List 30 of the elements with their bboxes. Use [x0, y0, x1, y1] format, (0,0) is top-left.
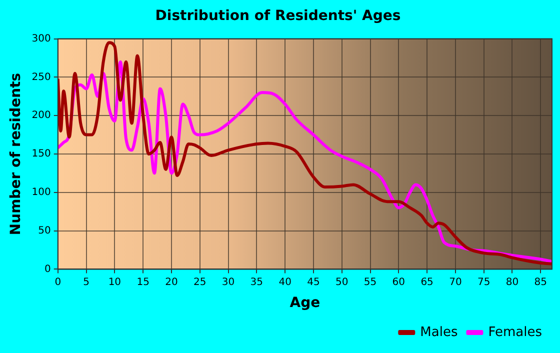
y-tick-label: 100: [32, 186, 51, 198]
x-tick-label: 0: [54, 276, 62, 288]
x-tick-label: 60: [392, 276, 406, 288]
x-tick-label: 85: [534, 276, 548, 288]
x-tick-label: 15: [136, 276, 150, 288]
x-tick-label: 80: [506, 276, 519, 288]
x-tick-label: 35: [250, 276, 264, 288]
x-tick-label: 70: [449, 276, 462, 288]
x-tick-label: 75: [477, 276, 490, 288]
x-tick-label: 50: [335, 276, 348, 288]
legend-label: Females: [488, 324, 542, 340]
x-tick-label: 55: [364, 276, 377, 288]
y-tick-label: 150: [32, 148, 51, 160]
y-tick-label: 0: [44, 264, 51, 275]
x-tick-label: 25: [194, 276, 206, 288]
x-tick-label: 65: [420, 276, 434, 288]
x-tick-label: 30: [222, 276, 235, 288]
y-tick-label: 50: [38, 225, 51, 236]
y-axis-title: Number of residents: [8, 72, 24, 236]
x-axis-title: Age: [290, 295, 320, 312]
x-tick-label: 20: [165, 276, 178, 288]
x-tick-label: 10: [108, 276, 122, 288]
y-tick-label: 200: [32, 110, 51, 122]
x-tick-label: 45: [307, 276, 320, 288]
chart-title: Distribution of Residents' Ages: [155, 8, 401, 24]
y-tick-label: 300: [32, 33, 51, 44]
legend-label: Males: [420, 324, 458, 340]
y-tick-label: 250: [32, 72, 51, 83]
x-tick-label: 5: [83, 276, 90, 288]
x-tick-label: 40: [278, 276, 292, 288]
